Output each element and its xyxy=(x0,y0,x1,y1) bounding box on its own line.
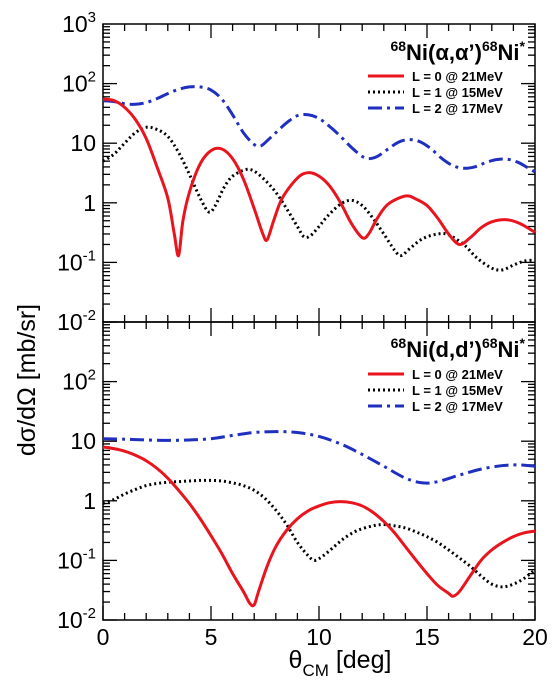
legend-label-L0-bottom: L = 0 @ 21MeV xyxy=(412,367,503,382)
x-tick-label: 10 xyxy=(306,624,332,650)
y-tick-label: 102 xyxy=(62,367,96,395)
x-tick-label: 20 xyxy=(522,624,548,650)
y-axis-title: dσ/dΩ [mb/sr] xyxy=(13,304,41,456)
legend-label-L2-bottom: L = 2 @ 17MeV xyxy=(412,399,503,414)
legend-label-L2: L = 2 @ 17MeV xyxy=(412,101,503,116)
y-tick-label: 10-2 xyxy=(57,605,96,633)
legend-label-L0: L = 0 @ 21MeV xyxy=(412,69,503,84)
x-axis-title: θCM [deg] xyxy=(289,646,392,680)
y-tick-label: 102 xyxy=(62,69,96,97)
x-axis-subscript: CM xyxy=(302,661,328,680)
y-tick-label: 1 xyxy=(83,190,96,216)
x-tick-label: 0 xyxy=(97,624,110,650)
x-axis-theta: θ xyxy=(289,646,303,674)
bottom-panel-title: 68Ni(d,d’)68Ni* xyxy=(391,335,526,362)
series-L2-alpha xyxy=(102,85,536,174)
series-L2-deuteron xyxy=(102,430,536,485)
bottom-panel-legend: L = 0 @ 21MeV L = 1 @ 15MeV L = 2 @ 17Me… xyxy=(368,367,503,414)
legend-label-L1-bottom: L = 1 @ 15MeV xyxy=(412,383,503,398)
series-L0-deuteron xyxy=(102,445,536,608)
y-tick-label: 10-1 xyxy=(57,545,96,573)
bottom-panel-curves xyxy=(102,430,536,608)
x-tick-label: 5 xyxy=(205,624,218,650)
x-tick-label: 15 xyxy=(414,624,440,650)
series-L1-deuteron xyxy=(102,478,536,589)
y-tick-label: 1 xyxy=(83,488,96,514)
top-panel-title: 68Ni(α,α’)68Ni* xyxy=(390,38,525,65)
y-tick-label: 10-2 xyxy=(57,307,96,335)
series-L0-alpha xyxy=(102,97,536,258)
x-axis-unit: [deg] xyxy=(329,646,392,674)
y-tick-label: 10 xyxy=(70,130,96,156)
top-panel-curves xyxy=(102,85,536,272)
y-tick-label: 10-1 xyxy=(57,247,96,275)
y-tick-label: 103 xyxy=(62,9,96,37)
legend-label-L1: L = 1 @ 15MeV xyxy=(412,85,503,100)
y-tick-label: 10 xyxy=(70,428,96,454)
top-panel-legend: L = 0 @ 21MeV L = 1 @ 15MeV L = 2 @ 17Me… xyxy=(368,69,503,116)
